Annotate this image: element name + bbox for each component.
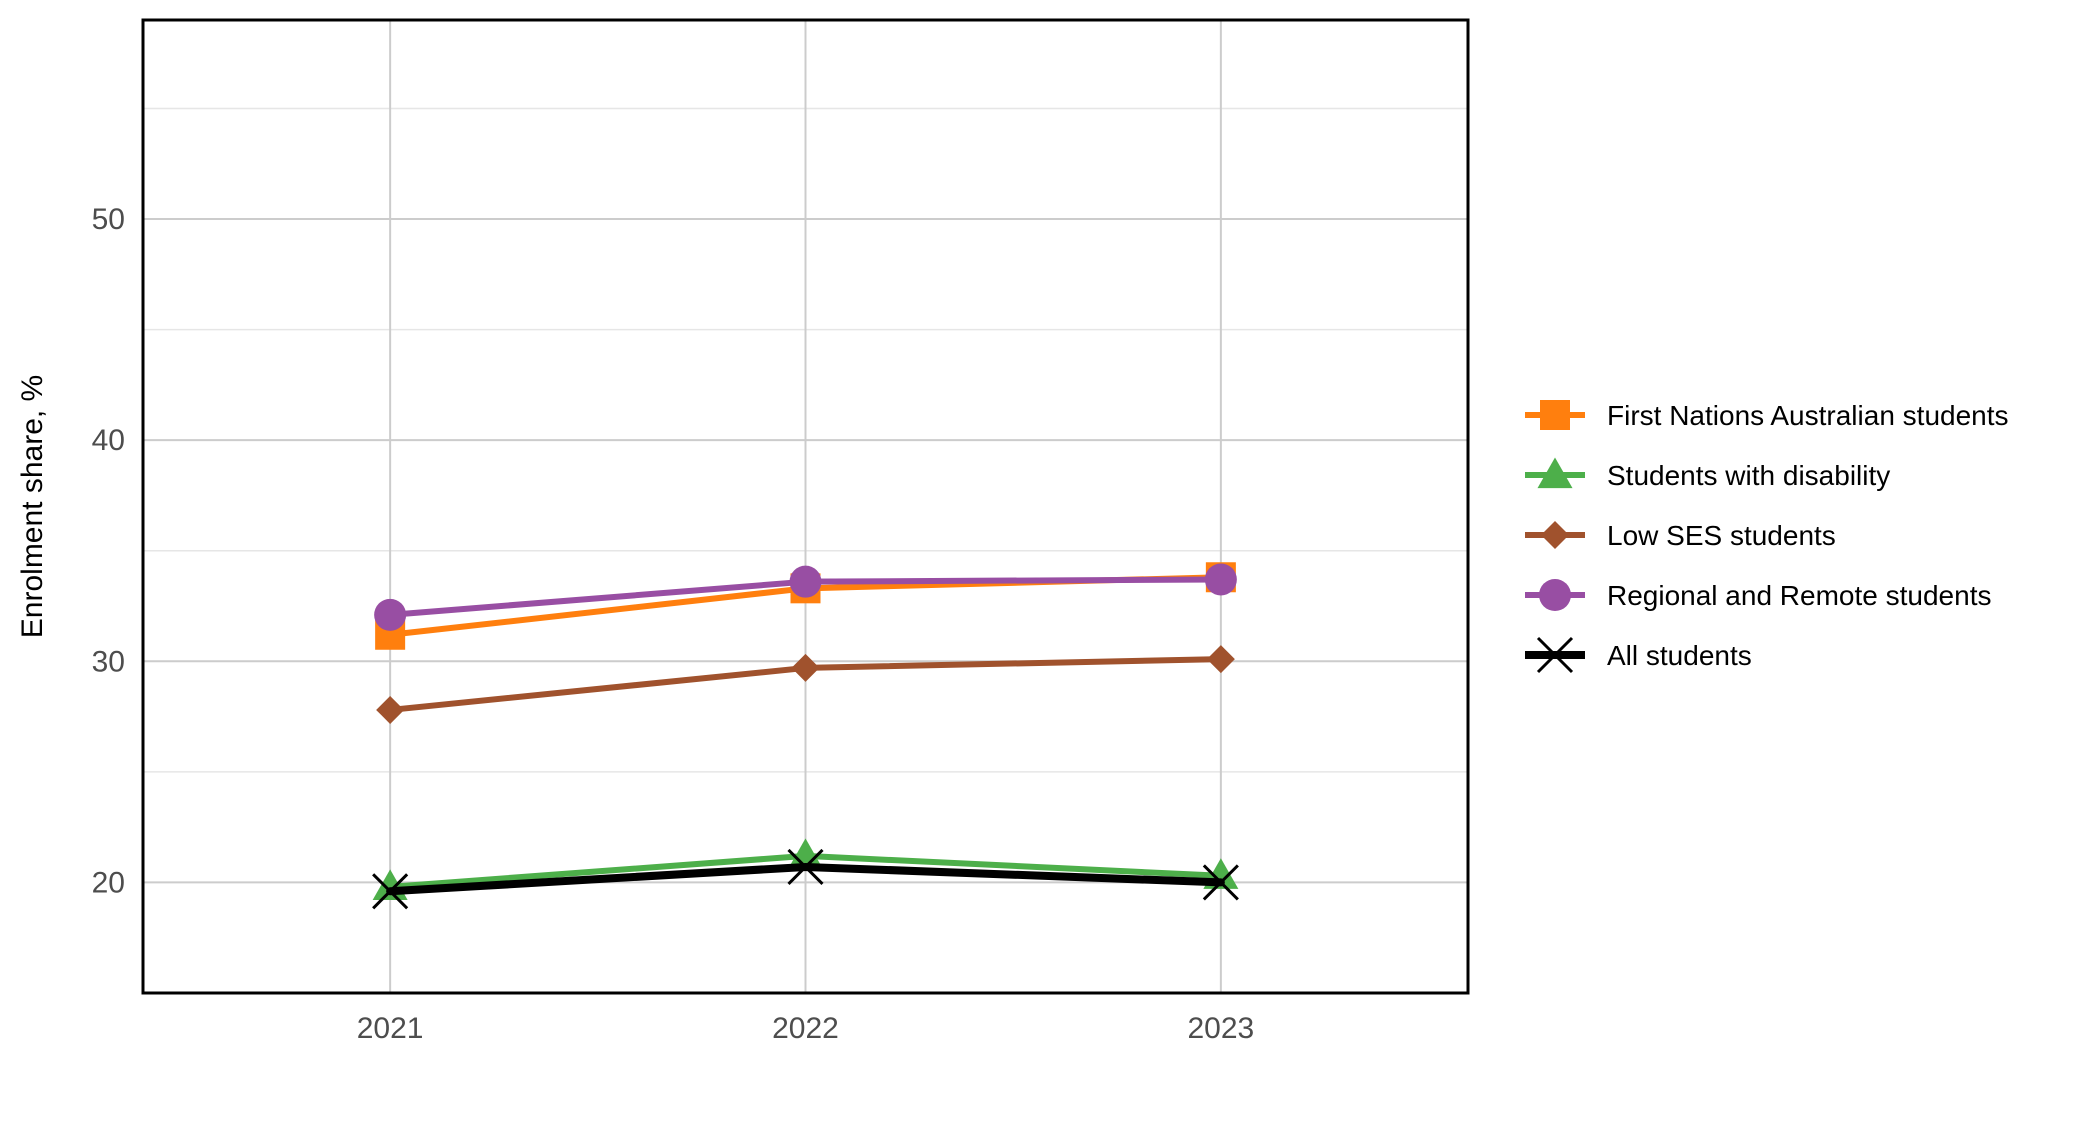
legend-key-marker <box>1537 457 1573 489</box>
y-axis-title: Enrolment share, % <box>16 375 49 638</box>
legend-label: All students <box>1607 640 1752 671</box>
y-tick-label: 50 <box>92 203 125 236</box>
y-axis-tick-labels: 20 30 40 50 <box>92 203 125 899</box>
legend-item: First Nations Australian students <box>1525 400 2009 431</box>
legend-key-marker <box>1540 400 1570 430</box>
data-point <box>1202 864 1239 901</box>
y-tick-label: 20 <box>92 866 125 899</box>
x-tick-label: 2023 <box>1187 1012 1254 1045</box>
data-point <box>372 873 409 910</box>
y-tick-label: 40 <box>92 424 125 457</box>
legend-item: All students <box>1525 636 1752 674</box>
x-tick-label: 2021 <box>357 1012 424 1045</box>
legend-label: Students with disability <box>1607 460 1890 491</box>
data-point <box>789 565 822 598</box>
data-point <box>1206 645 1235 674</box>
series-students-with-disability <box>372 838 1239 900</box>
legend-key-marker <box>1539 579 1571 611</box>
data-point <box>791 653 820 682</box>
data-point <box>376 695 405 724</box>
y-tick-label: 30 <box>92 645 125 678</box>
legend-item: Low SES students <box>1525 520 1836 551</box>
series-all-students <box>372 848 1239 910</box>
plot-panel-border <box>141 18 1470 995</box>
series-regional-and-remote-students <box>374 563 1237 631</box>
data-point <box>1204 563 1237 596</box>
legend-key-marker <box>1541 521 1569 549</box>
grid <box>143 20 1468 994</box>
data-point <box>374 598 407 631</box>
x-axis-tick-labels: 2021 2022 2023 <box>357 1012 1254 1045</box>
legend-label: First Nations Australian students <box>1607 400 2009 431</box>
data-point <box>787 848 824 886</box>
legend-item: Students with disability <box>1525 457 1890 491</box>
x-tick-label: 2022 <box>772 1012 839 1045</box>
legend-label: Regional and Remote students <box>1607 580 1991 611</box>
series-layer <box>372 562 1239 910</box>
legend-key-marker <box>1536 636 1574 674</box>
data-point <box>788 838 823 870</box>
legend-label: Low SES students <box>1607 520 1836 551</box>
series-low-ses-students <box>376 645 1235 724</box>
legend: First Nations Australian students Student… <box>1525 400 2009 674</box>
legend-item: Regional and Remote students <box>1525 579 1991 611</box>
